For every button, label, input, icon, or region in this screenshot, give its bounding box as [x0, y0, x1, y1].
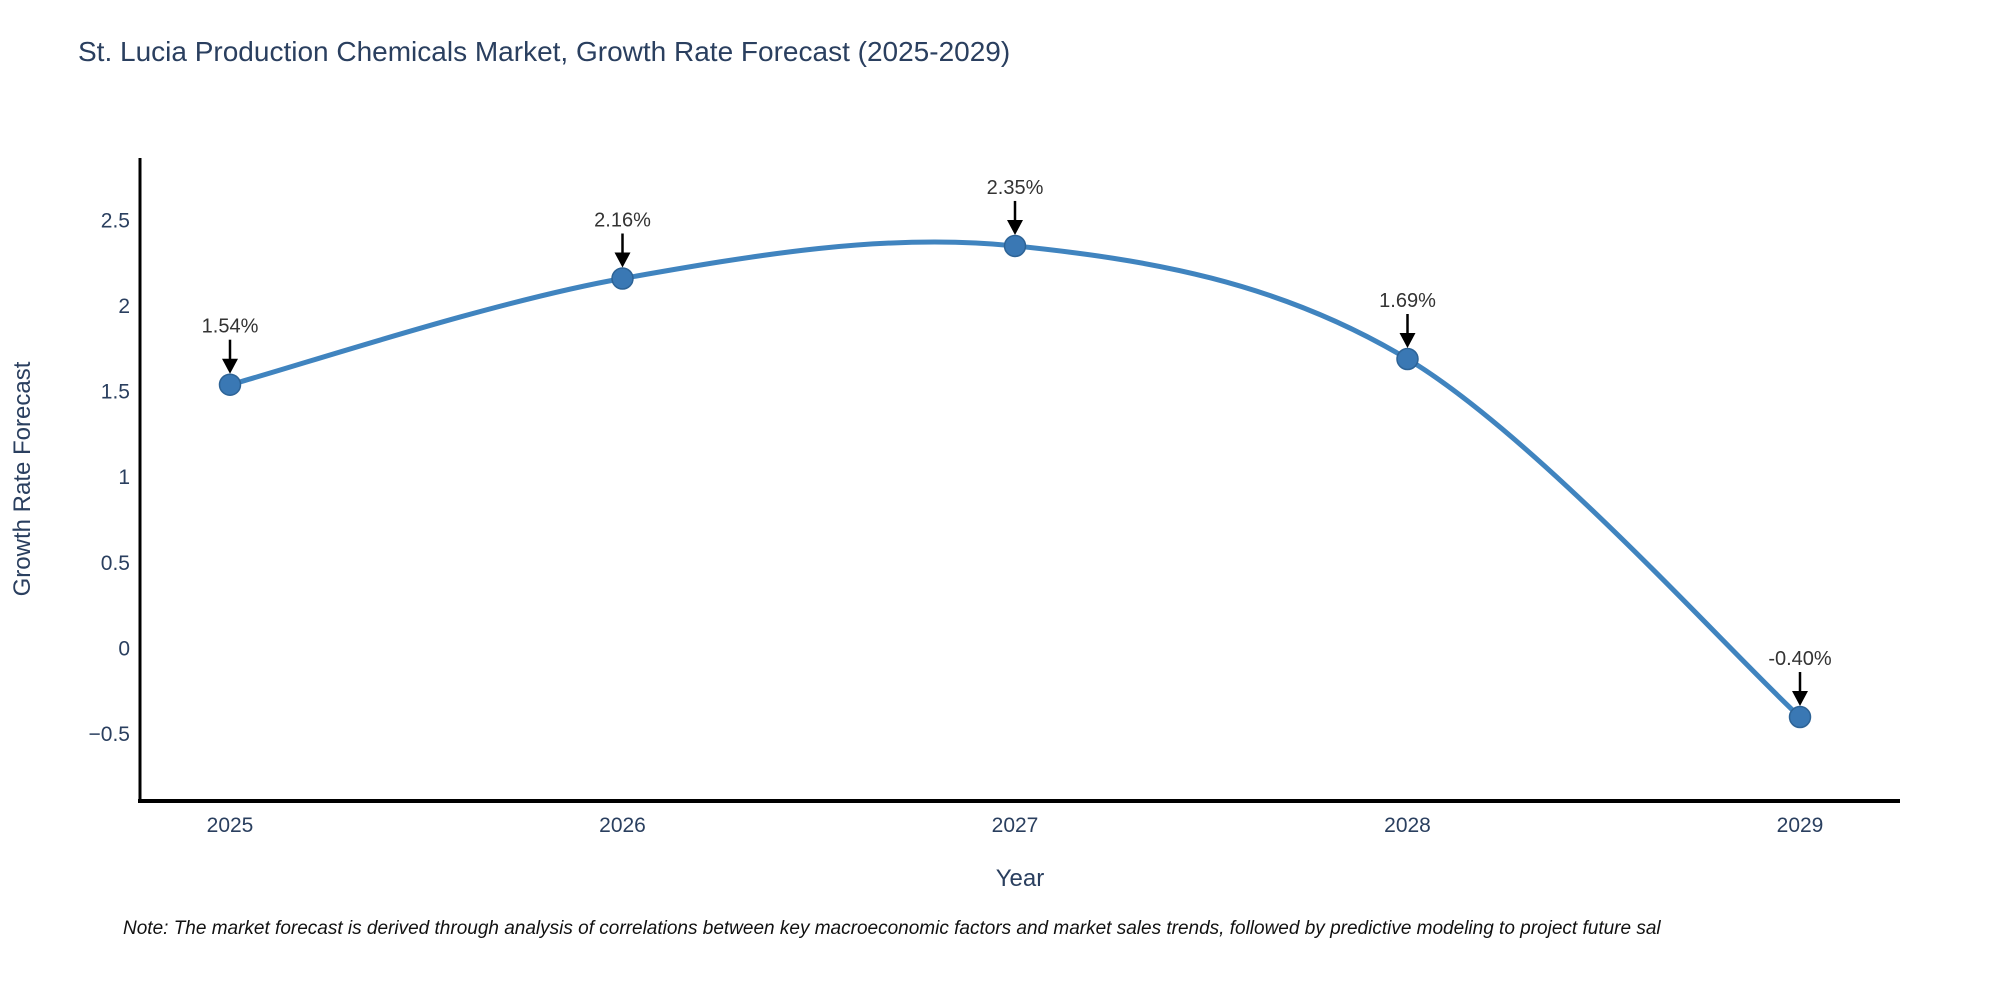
x-tick-label: 2029: [1777, 814, 1824, 837]
data-point-2025[interactable]: [218, 373, 242, 396]
y-tick-label: 1: [118, 466, 130, 489]
data-point-2028[interactable]: [1396, 347, 1419, 371]
data-point-2026[interactable]: [611, 267, 634, 290]
point-annotation-label: 2.35%: [987, 177, 1044, 199]
y-tick-label: 0.5: [101, 552, 130, 575]
y-tick-label: 2: [118, 295, 130, 318]
y-tick-label: −0.5: [89, 723, 130, 746]
y-axis-title: Growth Rate Forecast: [9, 361, 36, 596]
x-tick-label: 2027: [992, 814, 1039, 837]
x-axis-ticks: 2025 2026 2027 2028 2029: [207, 814, 1824, 837]
annotation-arrow-head-icon: [1399, 333, 1416, 349]
point-annotation-label: 2.16%: [594, 209, 651, 231]
y-tick-label: 1.5: [101, 381, 130, 404]
footnote: Note: The market forecast is derived thr…: [123, 918, 1661, 939]
x-tick-label: 2028: [1384, 814, 1431, 837]
annotation-arrow-head-icon: [1792, 691, 1808, 707]
x-axis-title: Year: [996, 865, 1045, 892]
chart-title: St. Lucia Production Chemicals Market, G…: [78, 36, 1011, 67]
annotation-arrow-head-icon: [614, 252, 631, 268]
point-annotation-label: 1.69%: [1379, 290, 1436, 312]
series-line: [227, 239, 1803, 720]
point-annotation-label: -0.40%: [1768, 648, 1832, 670]
point-annotations: 1.54% 2.16% 2.35% 1.69% -0.40%: [202, 177, 1832, 707]
growth-rate-series: [218, 234, 1812, 729]
annotation-arrow-head-icon: [222, 358, 238, 374]
data-point-2029[interactable]: [1788, 705, 1812, 729]
data-point-2027[interactable]: [1003, 234, 1027, 258]
y-tick-label: 2.5: [101, 209, 130, 232]
x-tick-label: 2026: [599, 814, 646, 837]
x-tick-label: 2025: [207, 814, 254, 837]
y-tick-label: 0: [118, 638, 130, 661]
y-axis-ticks: 2.5 2 1.5 1 0.5 0 −0.5: [89, 209, 130, 746]
point-annotation-label: 1.54%: [202, 316, 259, 338]
annotation-arrow-head-icon: [1007, 219, 1023, 235]
